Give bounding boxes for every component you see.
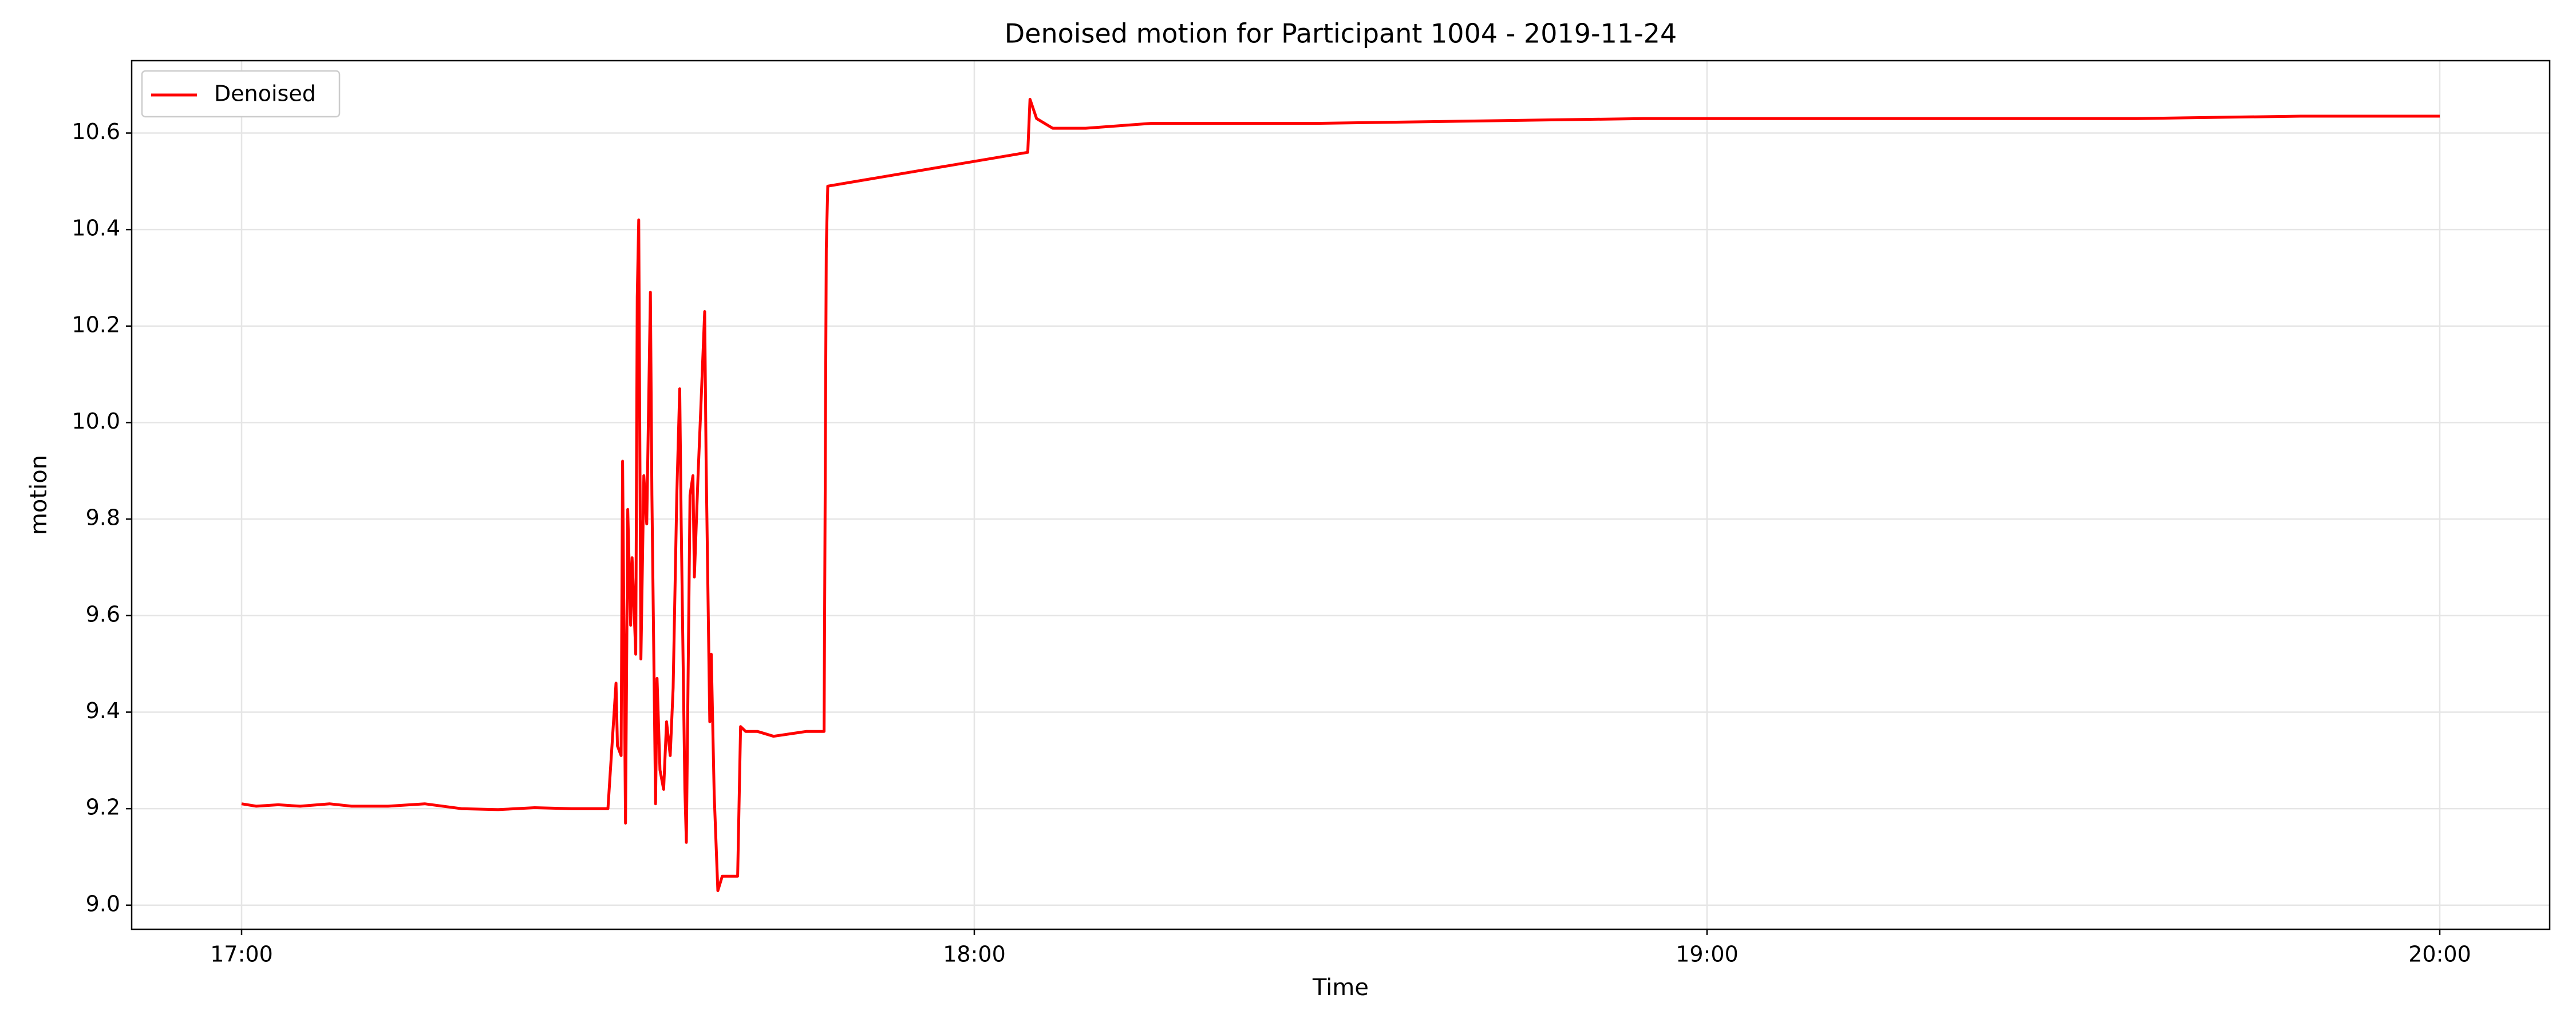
- x-axis-label: Time: [1312, 974, 1369, 1001]
- x-tick-label: 17:00: [210, 942, 273, 967]
- x-tick-label: 19:00: [1676, 942, 1739, 967]
- plot-frame: [131, 60, 2551, 930]
- y-tick-label: 10.6: [72, 119, 120, 144]
- legend-label: Denoised: [214, 81, 316, 106]
- y-tick-label: 9.6: [86, 601, 120, 627]
- y-tick-label: 9.8: [86, 505, 120, 530]
- x-tick-label: 20:00: [2408, 942, 2471, 967]
- y-tick-label: 10.4: [72, 216, 120, 241]
- y-tick-label: 9.4: [86, 698, 120, 723]
- y-tick-label: 10.0: [72, 409, 120, 434]
- chart-title: Denoised motion for Participant 1004 - 2…: [1005, 18, 1677, 49]
- legend-box: [141, 70, 341, 118]
- y-tick-label: 9.0: [86, 891, 120, 916]
- data-line: [241, 98, 2440, 892]
- x-tick-label: 18:00: [943, 942, 1006, 967]
- y-axis-label: motion: [26, 455, 52, 535]
- y-tick-label: 10.2: [72, 312, 120, 337]
- y-tick-label: 9.2: [86, 795, 120, 820]
